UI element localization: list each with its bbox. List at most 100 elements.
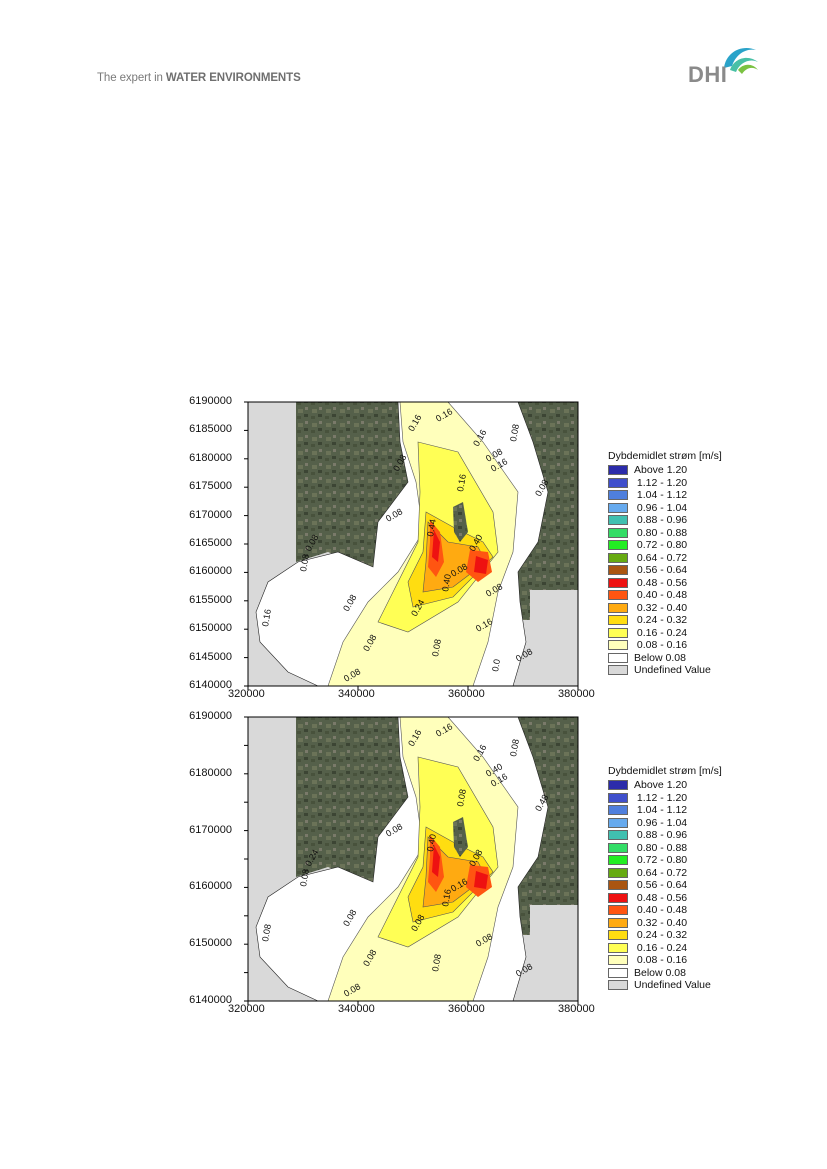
- legend-swatch: [608, 502, 628, 513]
- wave-logo-icon: [724, 48, 758, 74]
- contour-label: 0.40: [425, 833, 438, 852]
- current-speed-map: 0.16 0.160.080.160.160.08 0.480.400.400.08…: [244, 716, 579, 1005]
- legend-swatch: [608, 867, 628, 878]
- legend-swatch: [608, 565, 628, 576]
- legend-swatch: [608, 527, 628, 538]
- legend-swatch: [608, 577, 628, 588]
- legend-label: 0.40 - 0.48: [634, 589, 688, 602]
- contour-label: 0.44: [425, 518, 438, 537]
- y-tick-label: 6170000: [189, 823, 232, 836]
- y-tick-label: 6175000: [189, 480, 232, 493]
- y-tick-label: 6160000: [189, 565, 232, 578]
- y-tick-label: 6185000: [189, 423, 232, 436]
- legend-title: Dybdemidlet strøm [m/s]: [608, 765, 722, 777]
- legend-label: 1.12 - 1.20: [634, 476, 688, 489]
- legend-item: 0.64 - 0.72: [608, 552, 770, 564]
- legend-label: 0.40 - 0.48: [634, 904, 688, 917]
- legend-swatch: [608, 905, 628, 916]
- legend-item: 0.80 - 0.88: [608, 527, 770, 539]
- legend-swatch: [608, 917, 628, 928]
- legend-item: Undefined Value: [608, 664, 770, 676]
- y-tick-label: 6180000: [189, 766, 232, 779]
- legend-swatch: [608, 590, 628, 601]
- contour-label: 0.08: [260, 923, 273, 942]
- legend-item: 0.56 - 0.64: [608, 879, 770, 891]
- y-tick-label: 6190000: [189, 395, 232, 407]
- legend-label: 0.16 - 0.24: [634, 941, 688, 954]
- legend-item: Above 1.20: [608, 779, 770, 791]
- y-tick-label: 6140000: [189, 994, 232, 1006]
- legend-label: 0.96 - 1.04: [634, 501, 688, 514]
- x-tick-label: 380000: [558, 688, 595, 700]
- x-tick-label: 380000: [558, 1003, 595, 1015]
- legend-swatch: [608, 842, 628, 853]
- legend-swatch: [608, 967, 628, 978]
- legend-label: 0.72 - 0.80: [634, 539, 688, 552]
- legend-label: 0.48 - 0.56: [634, 891, 688, 904]
- y-tick-label: 6155000: [189, 593, 232, 606]
- legend-swatch: [608, 477, 628, 488]
- legend-item: 0.88 - 0.96: [608, 514, 770, 526]
- map-figure-1: 0.16 0.16 0.08 0.16 0.16 0.16 0.08 0.08 0.44 0.40…: [170, 392, 770, 707]
- legend-label: 0.32 - 0.40: [634, 916, 688, 929]
- band-048-056-east: [474, 556, 488, 574]
- legend-label: 0.64 - 0.72: [634, 866, 688, 879]
- tagline-bold: WATER ENVIRONMENTS: [165, 72, 301, 84]
- legend-swatch: [608, 540, 628, 551]
- legend-swatch: [608, 855, 628, 866]
- legend-item: 1.12 - 1.20: [608, 477, 770, 489]
- legend-swatch: [608, 615, 628, 626]
- dhi-logo: DHI: [684, 40, 764, 90]
- legend-item: 0.80 - 0.88: [608, 842, 770, 854]
- legend-swatch: [608, 880, 628, 891]
- legend-swatch: [608, 805, 628, 816]
- legend-label: 0.56 - 0.64: [634, 564, 688, 577]
- legend-item: 0.08 - 0.16: [608, 639, 770, 651]
- legend-label: Above 1.20: [634, 464, 688, 477]
- legend-label: 0.72 - 0.80: [634, 854, 688, 867]
- contour-label: 0.0: [490, 658, 502, 672]
- contour-label: 0.08: [430, 953, 443, 972]
- x-tick-label: 360000: [448, 1003, 485, 1015]
- legend-title: Dybdemidlet strøm [m/s]: [608, 450, 722, 462]
- legend-item: 0.24 - 0.32: [608, 614, 770, 626]
- contour-label: 0.08: [455, 788, 468, 807]
- legend-label: 1.12 - 1.20: [634, 791, 688, 804]
- legend-item: 0.48 - 0.56: [608, 577, 770, 589]
- legend-item: 0.72 - 0.80: [608, 854, 770, 866]
- legend-swatch: [608, 465, 628, 476]
- legend-label: 0.16 - 0.24: [634, 626, 688, 639]
- contour-label: 0.16: [455, 473, 468, 492]
- y-tick-label: 6190000: [189, 710, 232, 722]
- y-tick-label: 6140000: [189, 679, 232, 691]
- header-tagline: The expert in WATER ENVIRONMENTS: [97, 72, 301, 84]
- legend-item: Below 0.08: [608, 966, 770, 979]
- legend-label: 0.48 - 0.56: [634, 576, 688, 589]
- legend-label: 0.96 - 1.04: [634, 816, 688, 829]
- band-048-056-east: [474, 871, 488, 889]
- contour-label: 0.16: [260, 608, 273, 627]
- contour-label: 0.08: [508, 738, 521, 757]
- legend-item: 1.12 - 1.20: [608, 792, 770, 804]
- legend-item: 0.16 - 0.24: [608, 626, 770, 639]
- y-tick-label: 6150000: [189, 937, 232, 950]
- legend-item: 0.40 - 0.48: [608, 904, 770, 916]
- legend-label: 0.24 - 0.32: [634, 614, 688, 627]
- legend-label: 0.08 - 0.16: [634, 954, 688, 967]
- legend-label: 0.64 - 0.72: [634, 551, 688, 564]
- x-tick-label: 320000: [228, 1003, 265, 1015]
- band-048-056-west: [432, 530, 440, 562]
- contour-label: 0.08: [430, 638, 443, 657]
- logo-text: DHI: [688, 62, 728, 87]
- y-tick-label: 6150000: [189, 622, 232, 635]
- legend-item: 0.72 - 0.80: [608, 539, 770, 551]
- legend-label: 0.88 - 0.96: [634, 829, 688, 842]
- contour-label: 0.08: [298, 553, 311, 572]
- legend-item: 1.04 - 1.12: [608, 804, 770, 816]
- band-048-056-west: [432, 845, 440, 877]
- legend-item: Below 0.08: [608, 651, 770, 664]
- tagline-prefix: The expert in: [97, 72, 166, 84]
- legend-swatch: [608, 792, 628, 803]
- x-tick-label: 360000: [448, 688, 485, 700]
- y-tick-label: 6165000: [189, 537, 232, 549]
